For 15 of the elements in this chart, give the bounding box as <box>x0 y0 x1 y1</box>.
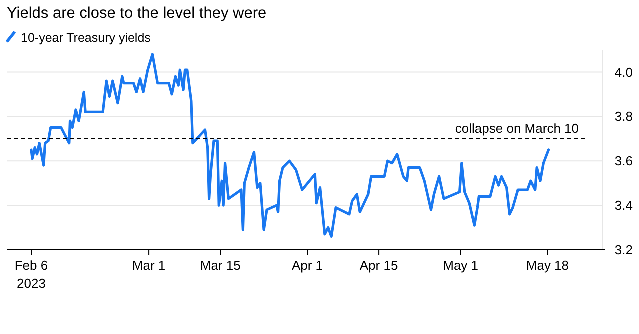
x-tick-label: Mar 15 <box>200 258 241 273</box>
x-tick-label: Apr 15 <box>360 258 398 273</box>
ref-line-label: collapse on March 10 <box>455 120 579 136</box>
y-tick-label: 3.6 <box>614 154 633 169</box>
x-tick-label: May 18 <box>526 258 570 273</box>
x-tick-label: Mar 1 <box>132 258 166 273</box>
y-tick-label: 4.0 <box>614 64 633 80</box>
chart-title: Yields are close to the level they were <box>7 5 267 22</box>
y-tick-label: 3.4 <box>614 198 633 214</box>
x-tick-label: May 1 <box>443 258 479 273</box>
x-tick-label: Apr 1 <box>292 258 324 273</box>
x-tick-label: Feb 6 2023 <box>14 258 48 291</box>
legend-label: 10-year Treasury yields <box>21 31 151 45</box>
y-tick-label: 3.8 <box>614 109 633 124</box>
y-tick-label: 3.2 <box>614 242 633 258</box>
